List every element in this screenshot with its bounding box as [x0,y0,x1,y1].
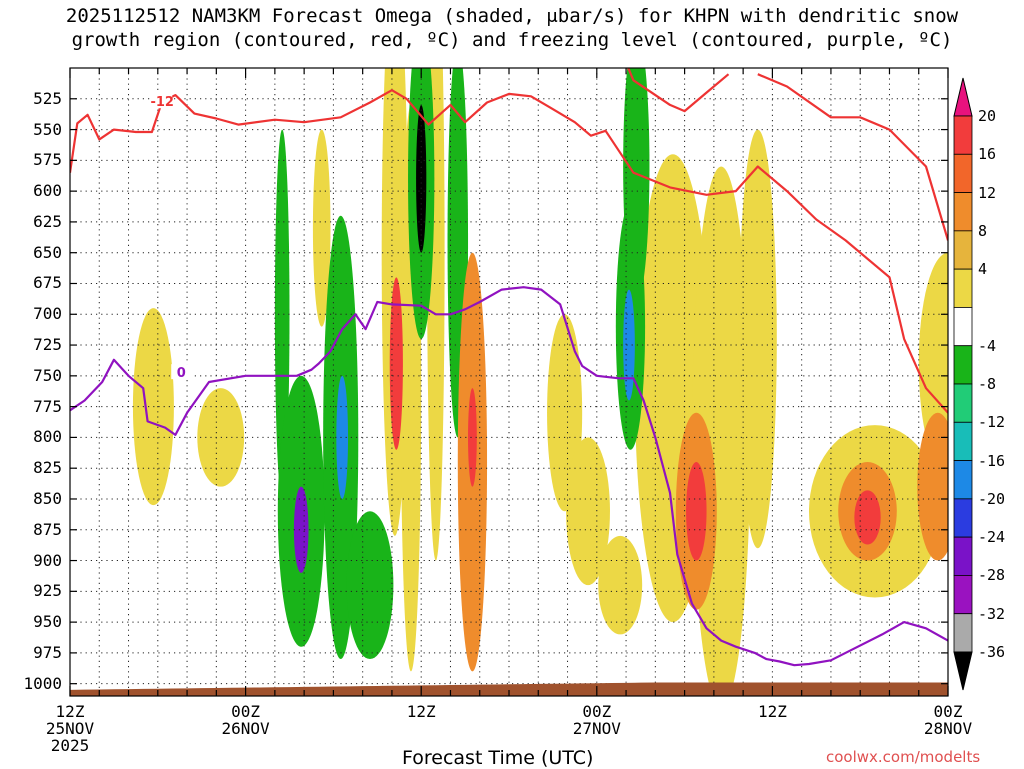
freezing-contour-0 [70,286,948,667]
colorbar-label-4: 4 [978,260,988,279]
omega-shade-28 [468,388,477,487]
chart-title-line-2: growth region (contoured, red, ºC) and f… [71,29,953,51]
x-tick-label-3-line1: 00Z [582,702,612,721]
x-tick-label-0-line2: 25NOV [45,719,95,738]
omega-shade-29 [623,289,635,401]
colorbar-box-2 [953,192,973,232]
x-tick-label-4-line1: 12Z [757,702,787,721]
y-tick-label-575: 575 [33,150,62,170]
x-tick-label-3-line2: 27NOV [572,719,621,738]
omega-shade-1 [197,388,245,487]
y-tick-label-625: 625 [33,211,62,231]
freezing-label-bg-0 [171,364,192,380]
y-tick-label-850: 850 [33,488,62,508]
y-tick-label-900: 900 [33,550,62,570]
omega-shade-22 [623,68,650,302]
omega-shade-7 [566,437,610,586]
x-tick-label-1-line2: 26NOV [221,719,270,738]
colorbar-label-8: -16 [978,451,1006,470]
tick-layer [69,68,949,696]
omega-shading-layer [132,68,948,696]
x-tick-label-5-line1: 00Z [933,702,963,721]
contour-layer: -12 0 [70,68,948,667]
y-tick-label-650: 650 [33,242,62,262]
dgz-label-bg-0 [152,93,173,109]
omega-shade-8 [598,535,643,635]
x-tick-label-2-line1: 12Z [406,702,436,721]
y-tick-label-600: 600 [33,181,62,201]
colorbar-box-12 [953,575,973,615]
colorbar-top-arrow [953,77,973,117]
colorbar-label-2: 12 [978,183,997,202]
colorbar-label-6: -8 [978,375,997,393]
y-tick-label-925: 925 [33,581,62,601]
terrain-layer [70,682,948,696]
omega-shade-30 [686,462,707,561]
colorbar-box-0 [953,115,973,155]
y-tick-label-750: 750 [33,365,62,385]
colorbar-bottom-arrow [953,651,973,691]
omega-shade-25 [917,412,948,561]
colorbar-box-4 [953,268,973,308]
x-tick-label-0-line3: 2025 [50,736,90,755]
omega-shade-11 [738,129,777,549]
omega-shade-2 [312,129,331,327]
colorbar-label-12: -32 [978,604,1006,623]
dgz-contour-2 [627,68,730,113]
colorbar-box-7 [953,383,973,423]
dgz-label-0: -12 [150,95,174,110]
y-tick-label-950: 950 [33,612,62,632]
colorbar-box-5 [953,307,973,347]
credit-link[interactable]: coolwx.com/modelts [826,748,981,766]
y-tick-label-975: 975 [33,642,62,662]
grid-layer [70,68,948,696]
y-tick-label-875: 875 [33,519,62,539]
x-tick-label-5-line2: 28NOV [923,719,973,738]
y-tick-label-525: 525 [33,88,62,108]
colorbar-box-10 [953,498,973,538]
colorbar-label-11: -28 [978,566,1006,585]
colorbar-box-9 [953,460,973,500]
x-tick-label-0-line1: 12Z [55,702,85,721]
dgz-contour-1 [757,73,948,241]
colorbar-label-9: -20 [978,489,1006,508]
colorbar-label-3: 8 [978,221,988,240]
colorbar-label-13: -36 [978,643,1006,661]
dgz-contour-0 [70,89,948,414]
colorbar-box-8 [953,421,973,461]
freezing-label-0: 0 [177,366,186,381]
y-tick-label-1000: 1000 [23,673,62,693]
y-tick-label-550: 550 [33,119,62,139]
chart-title-line-1: 2025112512 NAM3KM Forecast Omega (shaded… [65,5,959,27]
omega-shade-32 [293,486,309,573]
colorbar [953,77,973,691]
y-tick-label-825: 825 [33,458,62,478]
x-tick-label-1-line1: 00Z [231,702,261,721]
x-axis-title: Forecast Time (UTC) [402,747,594,769]
omega-shade-33 [416,104,427,253]
y-tick-label-800: 800 [33,427,62,447]
surface-terrain [70,682,948,696]
y-tick-label-725: 725 [33,335,62,355]
omega-shade-26 [336,375,349,499]
colorbar-label-0: 20 [978,107,997,125]
colorbar-box-13 [953,613,973,653]
colorbar-box-3 [953,230,973,270]
y-tick-label-700: 700 [33,304,62,324]
colorbar-label-7: -12 [978,413,1006,432]
colorbar-box-11 [953,536,973,576]
omega-shade-31 [854,490,881,545]
omega-shade-17 [346,511,394,660]
colorbar-box-1 [953,153,973,193]
y-tick-label-675: 675 [33,273,62,293]
colorbar-label-1: 16 [978,145,997,164]
colorbar-label-10: -24 [978,528,1006,547]
colorbar-box-6 [953,345,973,385]
y-tick-label-775: 775 [33,396,62,416]
colorbar-label-5: -4 [978,336,997,355]
